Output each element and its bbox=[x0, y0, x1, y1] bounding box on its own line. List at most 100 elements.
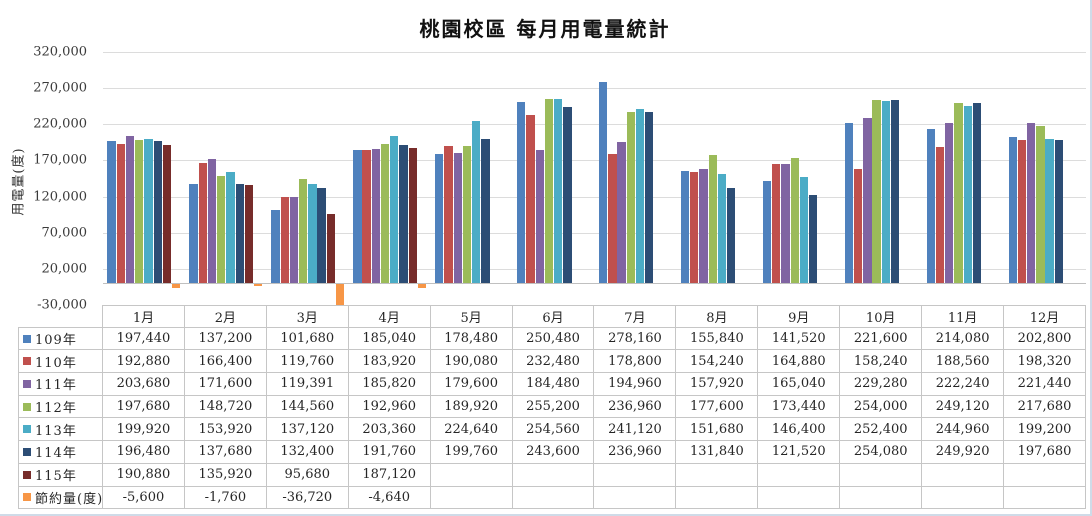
bar-114年-11月[interactable] bbox=[972, 102, 982, 284]
bar-113年-4月[interactable] bbox=[390, 136, 399, 284]
table-cell-節約量(度)-3月: -36,720 bbox=[266, 486, 349, 510]
bar-113年-5月[interactable] bbox=[472, 120, 481, 284]
bar-109年-1月[interactable] bbox=[107, 140, 116, 284]
bar-111年-12月[interactable] bbox=[1027, 123, 1036, 284]
bar-112年-1月[interactable] bbox=[135, 140, 144, 284]
bar-109年-11月[interactable] bbox=[926, 128, 935, 284]
bar-110年-9月[interactable] bbox=[772, 164, 781, 284]
bar-109年-7月[interactable] bbox=[598, 82, 608, 284]
table-cell-109年-10月: 221,600 bbox=[840, 327, 923, 351]
bar-114年-12月[interactable] bbox=[1054, 140, 1064, 284]
bar-111年-7月[interactable] bbox=[617, 142, 626, 284]
bar-114年-4月[interactable] bbox=[399, 144, 408, 284]
bar-113年-8月[interactable] bbox=[717, 173, 727, 284]
bar-112年-7月[interactable] bbox=[626, 112, 635, 284]
month-header-8月: 8月 bbox=[676, 305, 759, 328]
bar-110年-2月[interactable] bbox=[198, 163, 207, 284]
bar-114年-3月[interactable] bbox=[317, 187, 326, 284]
table-cell-114年-4月: 191,760 bbox=[348, 441, 431, 464]
bar-110年-1月[interactable] bbox=[116, 143, 126, 284]
table-cell-112年-7月: 236,960 bbox=[594, 395, 677, 419]
bar-112年-3月[interactable] bbox=[299, 178, 308, 284]
bar-111年-3月[interactable] bbox=[289, 197, 299, 284]
bar-111年-11月[interactable] bbox=[945, 122, 954, 284]
bar-113年-2月[interactable] bbox=[226, 172, 235, 284]
bar-110年-4月[interactable] bbox=[362, 150, 371, 284]
bar-109年-12月[interactable] bbox=[1008, 136, 1017, 284]
bar-110年-3月[interactable] bbox=[280, 196, 289, 284]
bar-115年-1月[interactable] bbox=[162, 145, 172, 284]
bar-111年-10月[interactable] bbox=[863, 117, 872, 284]
bar-112年-11月[interactable] bbox=[954, 103, 963, 284]
table-cell-114年-11月: 249,920 bbox=[922, 441, 1005, 464]
table-cell-112年-3月: 144,560 bbox=[266, 395, 349, 419]
table-cell-111年-12月: 221,440 bbox=[1004, 373, 1086, 396]
bar-111年-5月[interactable] bbox=[453, 153, 462, 284]
bar-113年-1月[interactable] bbox=[144, 138, 153, 284]
bar-115年-4月[interactable] bbox=[408, 148, 417, 284]
bar-114年-9月[interactable] bbox=[808, 195, 818, 284]
bar-109年-5月[interactable] bbox=[435, 154, 444, 284]
bar-110年-10月[interactable] bbox=[853, 168, 863, 284]
bar-節約量(度)-2月[interactable] bbox=[254, 284, 263, 286]
bar-115年-3月[interactable] bbox=[326, 214, 336, 284]
bar-111年-9月[interactable] bbox=[781, 164, 790, 284]
bar-112年-4月[interactable] bbox=[380, 143, 390, 284]
bar-109年-8月[interactable] bbox=[680, 170, 690, 284]
bar-110年-11月[interactable] bbox=[935, 147, 945, 284]
bar-112年-10月[interactable] bbox=[872, 99, 881, 284]
bar-109年-4月[interactable] bbox=[353, 149, 362, 284]
bar-115年-2月[interactable] bbox=[244, 185, 254, 284]
table-cell-112年-1月: 197,680 bbox=[103, 395, 185, 419]
bar-113年-9月[interactable] bbox=[799, 177, 809, 284]
bar-110年-12月[interactable] bbox=[1017, 139, 1027, 284]
bar-110年-8月[interactable] bbox=[690, 171, 699, 284]
table-cell-節約量(度)-1月: -5,600 bbox=[103, 486, 185, 510]
series-name: 110年 bbox=[35, 355, 77, 371]
bar-111年-1月[interactable] bbox=[125, 136, 135, 284]
bar-114年-6月[interactable] bbox=[563, 107, 572, 284]
bar-113年-12月[interactable] bbox=[1045, 139, 1054, 284]
bar-114年-7月[interactable] bbox=[645, 112, 654, 284]
bar-114年-10月[interactable] bbox=[890, 99, 900, 284]
bar-109年-6月[interactable] bbox=[517, 102, 526, 284]
bar-111年-8月[interactable] bbox=[699, 169, 708, 284]
bar-111年-6月[interactable] bbox=[535, 149, 544, 284]
bar-節約量(度)-1月[interactable] bbox=[172, 284, 181, 289]
bar-109年-2月[interactable] bbox=[189, 184, 198, 284]
bar-110年-5月[interactable] bbox=[444, 145, 453, 284]
bar-112年-8月[interactable] bbox=[708, 154, 717, 284]
bar-113年-7月[interactable] bbox=[635, 109, 645, 284]
y-axis-tick-label: -30,000 bbox=[37, 297, 87, 313]
bar-110年-7月[interactable] bbox=[608, 154, 617, 284]
bar-112年-9月[interactable] bbox=[790, 157, 799, 284]
table-cell-112年-4月: 192,960 bbox=[348, 395, 431, 419]
bar-114年-1月[interactable] bbox=[153, 141, 162, 284]
bar-113年-6月[interactable] bbox=[553, 99, 563, 284]
bar-114年-2月[interactable] bbox=[235, 183, 244, 284]
bar-112年-2月[interactable] bbox=[217, 175, 226, 284]
table-cell-114年-10月: 254,080 bbox=[840, 441, 923, 464]
table-cell-115年-10月 bbox=[840, 463, 923, 487]
bar-113年-10月[interactable] bbox=[881, 100, 890, 284]
bar-114年-5月[interactable] bbox=[481, 138, 490, 284]
table-cell-109年-11月: 214,080 bbox=[922, 327, 1005, 351]
bar-109年-9月[interactable] bbox=[762, 181, 772, 284]
bar-113年-3月[interactable] bbox=[308, 184, 317, 284]
bar-114年-8月[interactable] bbox=[727, 188, 736, 284]
bar-節約量(度)-3月[interactable] bbox=[335, 284, 345, 306]
table-cell-110年-2月: 166,400 bbox=[184, 350, 267, 374]
bar-112年-5月[interactable] bbox=[462, 146, 472, 284]
bar-節約量(度)-4月[interactable] bbox=[417, 284, 427, 288]
bar-113年-11月[interactable] bbox=[963, 106, 972, 284]
bar-109年-10月[interactable] bbox=[844, 123, 854, 284]
y-axis-tick-label: 120,000 bbox=[33, 189, 87, 205]
month-header-2月: 2月 bbox=[184, 305, 267, 328]
bar-111年-2月[interactable] bbox=[207, 159, 217, 284]
bar-112年-12月[interactable] bbox=[1036, 125, 1045, 284]
bar-112年-6月[interactable] bbox=[544, 98, 554, 284]
bar-110年-6月[interactable] bbox=[526, 115, 535, 284]
legend-swatch-icon bbox=[23, 334, 31, 343]
bar-111年-4月[interactable] bbox=[371, 148, 380, 284]
bar-109年-3月[interactable] bbox=[271, 209, 280, 284]
